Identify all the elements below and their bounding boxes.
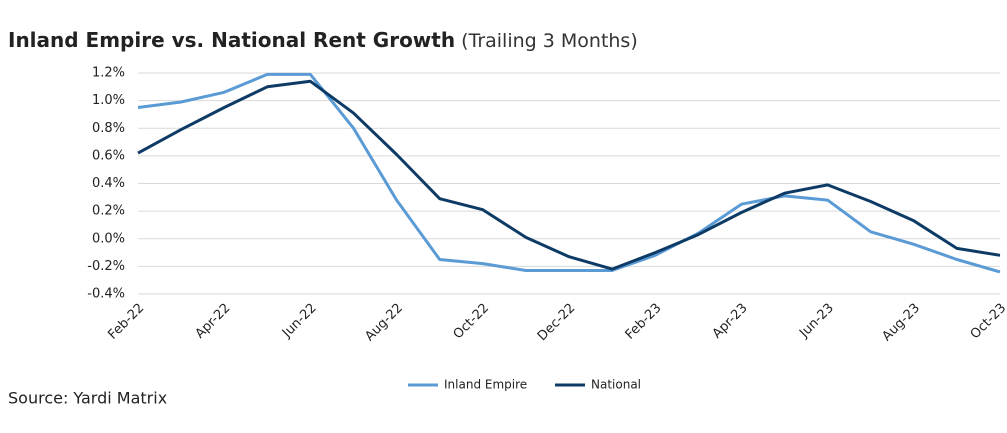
x-tick-label: Jun-23 (796, 301, 837, 342)
y-tick-label: 0.6% (92, 148, 125, 163)
y-tick-label: 0.0% (92, 231, 125, 246)
y-tick-label: -0.4% (87, 287, 125, 302)
y-tick-label: 1.2% (92, 66, 125, 81)
x-tick-label: Oct-22 (451, 301, 493, 343)
y-tick-label: 0.4% (92, 176, 125, 191)
series-line (137, 79, 1001, 271)
x-tick-label: Jun-22 (279, 301, 320, 342)
x-tick-label: Feb-23 (623, 301, 665, 343)
x-tick-label: Aug-22 (362, 301, 406, 345)
legend-label: Inland Empire (444, 378, 527, 392)
x-tick-label: Feb-22 (105, 301, 147, 343)
y-tick-label: 0.8% (92, 121, 125, 136)
chart-title-line: Inland Empire vs. National Rent Growth (T… (8, 28, 638, 52)
x-tick-label: Oct-23 (968, 301, 1007, 343)
x-tick-label: Apr-23 (710, 301, 751, 342)
x-tick-label: Apr-22 (193, 301, 234, 342)
chart-subtitle: (Trailing 3 Months) (461, 30, 638, 52)
y-tick-label: -0.2% (87, 259, 125, 274)
chart-title: Inland Empire vs. National Rent Growth (8, 28, 455, 52)
x-tick-label: Dec-22 (535, 301, 578, 344)
x-tick-label: Aug-23 (880, 301, 924, 345)
y-tick-label: 1.0% (92, 93, 125, 108)
y-tick-label: 0.2% (92, 204, 125, 219)
series-line (137, 72, 1001, 274)
source: Source: Yardi Matrix (8, 389, 167, 408)
legend-label: National (591, 378, 641, 392)
